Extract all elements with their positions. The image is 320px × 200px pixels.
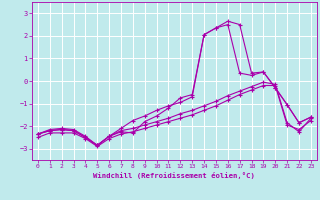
- X-axis label: Windchill (Refroidissement éolien,°C): Windchill (Refroidissement éolien,°C): [93, 172, 255, 179]
